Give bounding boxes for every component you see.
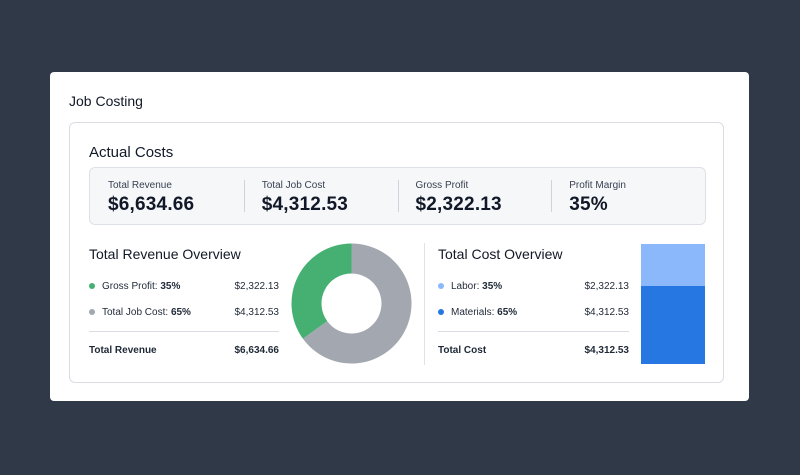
legend-row-total-job-cost: Total Job Cost: 65% $4,312.53 — [89, 304, 279, 320]
job-costing-card: Job Costing Actual Costs Total Revenue $… — [50, 72, 749, 401]
legend-row-gross-profit: Gross Profit: 35% $2,322.13 — [89, 278, 279, 294]
legend-label: Materials: — [451, 306, 495, 318]
cost-total-row: Total Cost $4,312.53 — [438, 342, 629, 358]
total-label: Total Cost — [438, 344, 487, 356]
legend-amount: $2,322.13 — [584, 280, 630, 292]
legend-amount: $2,322.13 — [234, 280, 280, 292]
revenue-overview-title: Total Revenue Overview — [89, 246, 241, 262]
actual-costs-panel: Actual Costs Total Revenue $6,634.66 Tot… — [69, 122, 724, 383]
metric-total-revenue: Total Revenue $6,634.66 — [90, 168, 244, 224]
legend-amount: $4,312.53 — [584, 306, 630, 318]
donut-segment-gross-profit — [291, 243, 352, 339]
metric-label: Gross Profit — [415, 180, 469, 191]
legend-dot — [438, 309, 444, 315]
metric-value: 35% — [569, 194, 608, 215]
legend-label: Total Job Cost: — [102, 306, 169, 318]
legend-label: Labor: — [451, 280, 480, 292]
actual-costs-title: Actual Costs — [89, 144, 174, 161]
metric-label: Total Job Cost — [261, 180, 326, 191]
revenue-donut-chart — [291, 243, 412, 364]
card-title: Job Costing — [69, 93, 143, 109]
legend-row-labor: Labor: 35% $2,322.13 — [438, 278, 629, 294]
vertical-divider — [424, 243, 425, 365]
legend-dot — [89, 283, 95, 289]
legend-percent: 65% — [170, 306, 191, 318]
donut-segment-total-job-cost — [302, 243, 412, 364]
metric-gross-profit: Gross Profit $2,322.13 — [397, 168, 552, 224]
divider — [89, 331, 279, 332]
metric-value: $6,634.66 — [108, 194, 195, 215]
legend-percent: 65% — [497, 306, 518, 318]
metric-profit-margin: Profit Margin 35% — [551, 168, 705, 224]
divider — [438, 331, 629, 332]
legend-percent: 35% — [160, 280, 181, 292]
total-amount: $6,634.66 — [234, 344, 280, 356]
cost-stacked-bar — [641, 244, 705, 364]
revenue-total-row: Total Revenue $6,634.66 — [89, 342, 279, 358]
metric-total-job-cost: Total Job Cost $4,312.53 — [243, 168, 398, 224]
legend-percent: 35% — [482, 280, 503, 292]
legend-label: Gross Profit: — [102, 280, 158, 292]
legend-dot — [438, 283, 444, 289]
legend-dot — [89, 309, 95, 315]
bar-segment-materials — [641, 286, 705, 364]
metric-label: Profit Margin — [569, 180, 626, 191]
metrics-strip: Total Revenue $6,634.66 Total Job Cost $… — [89, 167, 706, 225]
total-label: Total Revenue — [89, 344, 157, 356]
total-amount: $4,312.53 — [584, 344, 630, 356]
metric-value: $4,312.53 — [261, 194, 349, 215]
legend-amount: $4,312.53 — [234, 306, 280, 318]
bar-segment-labor — [641, 244, 705, 286]
metric-value: $2,322.13 — [415, 194, 502, 215]
metric-label: Total Revenue — [108, 180, 172, 191]
cost-overview-title: Total Cost Overview — [438, 246, 563, 262]
legend-row-materials: Materials: 65% $4,312.53 — [438, 304, 629, 320]
